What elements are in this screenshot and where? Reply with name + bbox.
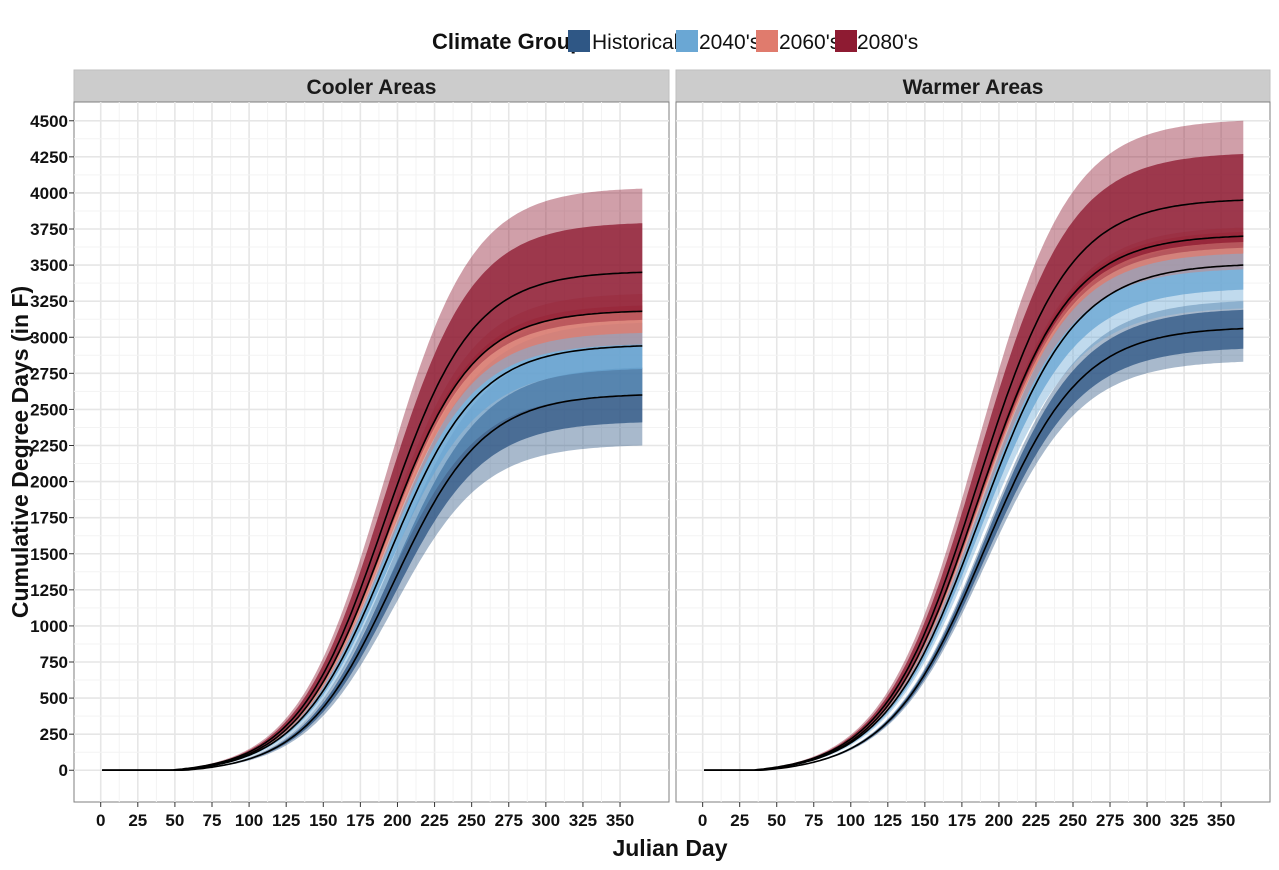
- x-tick-label: 300: [1133, 811, 1161, 830]
- y-tick-label: 0: [59, 761, 68, 780]
- x-tick-label: 225: [420, 811, 448, 830]
- y-tick-label: 3500: [30, 256, 68, 275]
- strip-warmer-areas: [675, 69, 1271, 103]
- band-inner-2080s: [704, 154, 1244, 771]
- x-tick-label: 25: [730, 811, 749, 830]
- y-tick-label: 2250: [30, 437, 68, 456]
- y-tick-label: 500: [40, 689, 68, 708]
- y-tick-label: 2750: [30, 364, 68, 383]
- legend-key-historical: [568, 30, 590, 52]
- x-tick-label: 25: [128, 811, 147, 830]
- y-tick-label: 1500: [30, 545, 68, 564]
- x-tick-label: 75: [804, 811, 823, 830]
- y-tick-label: 3250: [30, 292, 68, 311]
- x-tick-label: 50: [165, 811, 184, 830]
- x-tick-label: 250: [1059, 811, 1087, 830]
- y-axis-title: Cumulative Degree Days (in F): [7, 286, 33, 618]
- median-line-2080s: [704, 199, 1244, 771]
- x-tick-label: 200: [985, 811, 1013, 830]
- band-inner-historical: [102, 367, 643, 771]
- y-tick-label: 750: [40, 653, 68, 672]
- legend: Climate Group Historical 2040's 2060's 2…: [432, 29, 918, 54]
- x-tick-label: 325: [569, 811, 597, 830]
- panel-warmer-areas: Warmer Areas 0 25 50 75 100 125 150 175 200 225 25…: [675, 69, 1271, 830]
- x-tick-label: 350: [1207, 811, 1235, 830]
- y-tick-label: 250: [40, 725, 68, 744]
- strip-title-cooler-areas: Cooler Areas: [307, 76, 437, 99]
- x-axis-title: Julian Day: [612, 835, 727, 861]
- band-outer-historical: [102, 344, 643, 771]
- x-tick-label: 175: [948, 811, 976, 830]
- y-tick-label: 4250: [30, 148, 68, 167]
- x-axis-cooler-areas: 0 25 50 75 100 125 150 175 200 225 250 275 300 325 350: [96, 802, 634, 830]
- y-axis: 0 250 500 750 1000 1250 1500 1750 2000 2250 2500 27…: [30, 112, 74, 780]
- legend-title: Climate Group: [432, 29, 584, 54]
- x-tick-label: 50: [767, 811, 786, 830]
- median-lines-warmer-areas: [704, 199, 1244, 771]
- x-tick-label: 100: [837, 811, 865, 830]
- y-tick-label: 1000: [30, 617, 68, 636]
- y-tick-label: 2500: [30, 400, 68, 419]
- legend-label-2040s: 2040's: [699, 31, 760, 54]
- bands-cooler-areas: [102, 188, 643, 771]
- legend-key-2040s: [676, 30, 698, 52]
- x-tick-label: 150: [911, 811, 939, 830]
- legend-label-2060s: 2060's: [779, 31, 840, 54]
- y-tick-label: 2000: [30, 473, 68, 492]
- panel-cooler-areas: Cooler Areas 0 25 50 75 100 125 150 175 200 225 25…: [73, 69, 670, 830]
- y-tick-label: 3000: [30, 328, 68, 347]
- band-inner-2080s: [102, 223, 643, 771]
- median-lines-cooler-areas: [102, 271, 643, 771]
- x-tick-label: 100: [235, 811, 263, 830]
- strip-cooler-areas: [73, 69, 670, 103]
- y-tick-label: 1250: [30, 581, 68, 600]
- x-tick-label: 125: [874, 811, 902, 830]
- x-tick-label: 175: [346, 811, 374, 830]
- x-tick-label: 150: [309, 811, 337, 830]
- x-tick-label: 0: [698, 811, 707, 830]
- x-tick-label: 250: [457, 811, 485, 830]
- x-tick-label: 75: [203, 811, 222, 830]
- x-tick-label: 200: [383, 811, 411, 830]
- x-axis-warmer-areas: 0 25 50 75 100 125 150 175 200 225 250 275 300 325 350: [698, 802, 1235, 830]
- band-outer-2060s: [102, 294, 643, 771]
- x-tick-label: 325: [1170, 811, 1198, 830]
- plot-area-cooler-areas: [73, 101, 670, 803]
- legend-key-2060s: [756, 30, 778, 52]
- legend-key-2080s: [835, 30, 857, 52]
- median-line-2080s: [102, 271, 643, 771]
- x-tick-label: 0: [96, 811, 105, 830]
- bands-warmer-areas: [704, 120, 1244, 771]
- legend-label-2080s: 2080's: [857, 31, 918, 54]
- strip-title-warmer-areas: Warmer Areas: [903, 76, 1044, 99]
- x-tick-label: 300: [532, 811, 560, 830]
- y-tick-label: 4000: [30, 184, 68, 203]
- x-tick-label: 275: [1096, 811, 1124, 830]
- x-tick-label: 350: [606, 811, 634, 830]
- band-inner-2040s: [102, 322, 643, 771]
- y-tick-label: 1750: [30, 509, 68, 528]
- y-tick-label: 3750: [30, 220, 68, 239]
- x-tick-label: 125: [272, 811, 300, 830]
- x-tick-label: 275: [495, 811, 523, 830]
- x-tick-label: 225: [1022, 811, 1050, 830]
- y-tick-label: 4500: [30, 112, 68, 131]
- median-line-historical: [704, 327, 1244, 771]
- legend-label-historical: Historical: [592, 31, 678, 54]
